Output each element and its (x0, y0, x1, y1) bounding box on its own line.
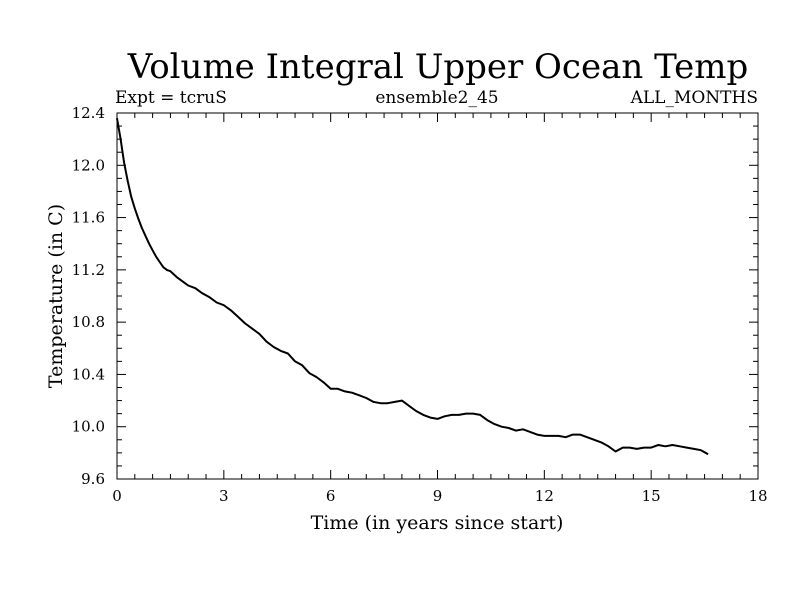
subtitle-left: Expt = tcruS (115, 88, 227, 108)
y-tick-label: 10.0 (72, 418, 105, 436)
y-tick-label: 11.2 (72, 261, 105, 279)
x-axis-label: Time (in years since start) (311, 512, 564, 534)
plot-frame (116, 112, 759, 480)
subtitle-center: ensemble2_45 (375, 88, 498, 108)
x-tick-label: 3 (219, 487, 229, 505)
y-tick-label: 12.4 (72, 104, 105, 122)
x-tick-label: 6 (326, 487, 336, 505)
chart-title: Volume Integral Upper Ocean Temp (127, 47, 748, 87)
y-tick-label: 12.0 (72, 156, 105, 174)
y-tick-label: 11.6 (72, 209, 105, 227)
tick-marks (116, 112, 759, 480)
y-tick-label: 9.6 (81, 470, 105, 488)
temperature-series-line (116, 118, 709, 456)
subtitle-right: ALL_MONTHS (630, 88, 758, 108)
x-tick-labels: 0 3 6 9 12 15 18 (112, 487, 767, 505)
y-axis-label: Temperature (in C) (45, 204, 67, 388)
y-tick-label: 10.8 (72, 313, 105, 331)
y-tick-labels: 9.6 10.0 10.4 10.8 11.2 11.6 12.0 12.4 (72, 104, 105, 488)
x-tick-label: 12 (535, 487, 554, 505)
y-tick-label: 10.4 (72, 365, 105, 383)
x-tick-label: 9 (433, 487, 443, 505)
x-tick-label: 18 (748, 487, 767, 505)
x-tick-label: 0 (112, 487, 122, 505)
x-tick-label: 15 (642, 487, 661, 505)
